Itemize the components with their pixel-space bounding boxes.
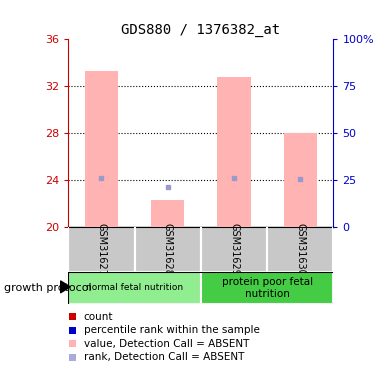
Bar	[218, 77, 251, 227]
Bar	[201, 227, 267, 272]
Bar	[284, 133, 317, 227]
Text: percentile rank within the sample: percentile rank within the sample	[84, 326, 260, 335]
Text: GSM31629: GSM31629	[229, 223, 239, 276]
Bar	[68, 272, 201, 304]
Text: protein poor fetal
nutrition: protein poor fetal nutrition	[222, 277, 313, 298]
Text: normal fetal nutrition: normal fetal nutrition	[86, 284, 183, 292]
Bar	[135, 227, 201, 272]
Text: count: count	[84, 312, 113, 322]
Bar	[69, 354, 76, 361]
Bar	[267, 227, 333, 272]
Bar	[201, 272, 333, 304]
Bar	[69, 313, 76, 321]
Text: GSM31630: GSM31630	[295, 223, 305, 276]
Bar	[85, 71, 118, 227]
Bar	[68, 227, 135, 272]
Text: value, Detection Call = ABSENT: value, Detection Call = ABSENT	[84, 339, 249, 349]
Title: GDS880 / 1376382_at: GDS880 / 1376382_at	[121, 23, 280, 37]
Bar	[151, 200, 184, 227]
Text: GSM31628: GSM31628	[163, 223, 173, 276]
Text: GSM31627: GSM31627	[96, 223, 106, 276]
Text: growth protocol: growth protocol	[4, 283, 92, 292]
Bar	[69, 340, 76, 348]
Text: rank, Detection Call = ABSENT: rank, Detection Call = ABSENT	[84, 352, 244, 362]
Polygon shape	[60, 281, 70, 293]
Bar	[69, 327, 76, 334]
